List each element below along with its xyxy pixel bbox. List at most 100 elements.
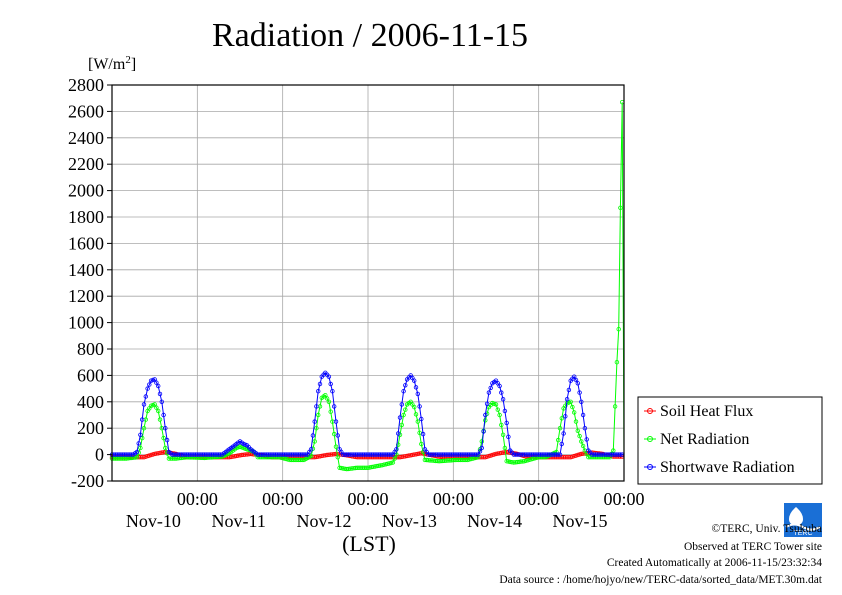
y-tick-label: 1400 <box>68 260 104 280</box>
data-point <box>397 415 403 420</box>
terc-logo: TERC <box>784 503 822 537</box>
data-point <box>579 439 584 444</box>
data-point <box>317 381 323 387</box>
data-point <box>152 377 157 382</box>
data-point <box>392 456 397 461</box>
data-point <box>483 412 488 418</box>
data-point <box>495 407 500 412</box>
data-point <box>310 433 316 438</box>
data-point <box>499 390 504 395</box>
legend-marker <box>647 436 653 442</box>
data-point <box>403 383 408 388</box>
footer-source: Data source : /home/hojyo/new/TERC-data/… <box>499 574 822 586</box>
data-point <box>157 417 163 422</box>
y-tick-label: 2000 <box>68 181 104 201</box>
data-point <box>328 381 333 387</box>
data-point <box>333 444 339 449</box>
data-point <box>332 404 337 409</box>
data-point <box>316 389 321 394</box>
data-point <box>143 394 148 399</box>
data-point <box>497 412 502 418</box>
data-point <box>164 437 170 443</box>
y-tick-label: 800 <box>77 339 104 359</box>
x-tick-labels: 00:00Nov-1000:00Nov-1100:00Nov-1200:00No… <box>126 489 645 531</box>
data-point <box>401 389 406 394</box>
legend-label: Net Radiation <box>660 431 749 448</box>
legend-label: Soil Heat Flux <box>660 403 753 420</box>
legend-marker <box>647 408 653 414</box>
data-point <box>419 441 424 447</box>
data-point <box>161 435 166 441</box>
data-point <box>316 412 321 418</box>
data-point <box>420 431 426 437</box>
data-point <box>415 391 420 397</box>
x-tick-time: 00:00 <box>177 489 218 509</box>
data-point <box>616 327 621 332</box>
data-point <box>399 422 404 428</box>
data-point <box>155 408 161 414</box>
x-tick-date: Nov-11 <box>212 511 266 531</box>
data-point <box>330 389 335 394</box>
data-point <box>155 383 161 389</box>
data-point <box>577 433 582 439</box>
data-point <box>572 410 577 415</box>
data-point <box>557 452 563 457</box>
footer-created: Created Automatically at 2006-11-15/23:3… <box>607 557 822 569</box>
data-point <box>559 416 564 421</box>
data-point <box>573 419 579 424</box>
y-tick-label: 2400 <box>68 128 104 148</box>
y-axis-units: [W/m2] <box>88 54 136 73</box>
data-point <box>499 422 504 428</box>
y-tick-label: 2800 <box>68 75 104 95</box>
x-tick-time: 00:00 <box>262 489 303 509</box>
data-point <box>474 452 479 457</box>
data-point <box>324 396 330 401</box>
y-tick-label: 1200 <box>68 286 104 306</box>
data-point <box>152 402 157 407</box>
data-point <box>575 381 580 386</box>
data-point <box>326 399 332 404</box>
y-tick-label: 1600 <box>68 233 104 253</box>
data-point <box>486 390 492 395</box>
data-point <box>614 360 620 365</box>
data-point <box>314 404 319 409</box>
data-point <box>557 426 563 431</box>
data-point <box>582 426 588 431</box>
chart-title: Radiation / 2006-11-15 <box>212 17 528 54</box>
x-tick-date: Nov-10 <box>126 511 181 531</box>
data-point <box>500 432 506 437</box>
data-point <box>481 429 486 434</box>
data-point <box>399 402 404 407</box>
legend-box <box>637 396 823 485</box>
data-point <box>618 205 623 210</box>
data-point <box>134 449 140 455</box>
data-point <box>335 455 340 460</box>
y-tick-label: -200 <box>71 471 104 491</box>
series-shortwave-radiation <box>109 370 625 457</box>
data-point <box>141 426 147 431</box>
data-point <box>415 419 420 424</box>
y-tick-label: 1800 <box>68 207 104 227</box>
data-point <box>154 380 159 385</box>
data-point <box>394 447 399 452</box>
data-point <box>502 408 508 414</box>
data-point <box>479 445 484 451</box>
data-point <box>396 431 401 436</box>
x-tick-time: 00:00 <box>433 489 474 509</box>
data-point <box>326 374 332 379</box>
legend-label: Shortwave Radiation <box>660 459 795 476</box>
data-point <box>573 377 579 383</box>
data-point <box>388 460 394 466</box>
x-tick-time: 00:00 <box>347 489 388 509</box>
y-tick-label: 400 <box>77 392 104 412</box>
data-point <box>335 433 340 438</box>
x-tick-date: Nov-14 <box>467 511 522 531</box>
data-point <box>579 399 584 404</box>
data-point <box>502 445 508 451</box>
data-point <box>412 378 417 383</box>
data-point <box>413 385 419 390</box>
plot-frame <box>111 84 625 482</box>
data-point <box>161 412 166 418</box>
data-point <box>145 386 150 391</box>
y-tick-label: 2600 <box>68 101 104 121</box>
